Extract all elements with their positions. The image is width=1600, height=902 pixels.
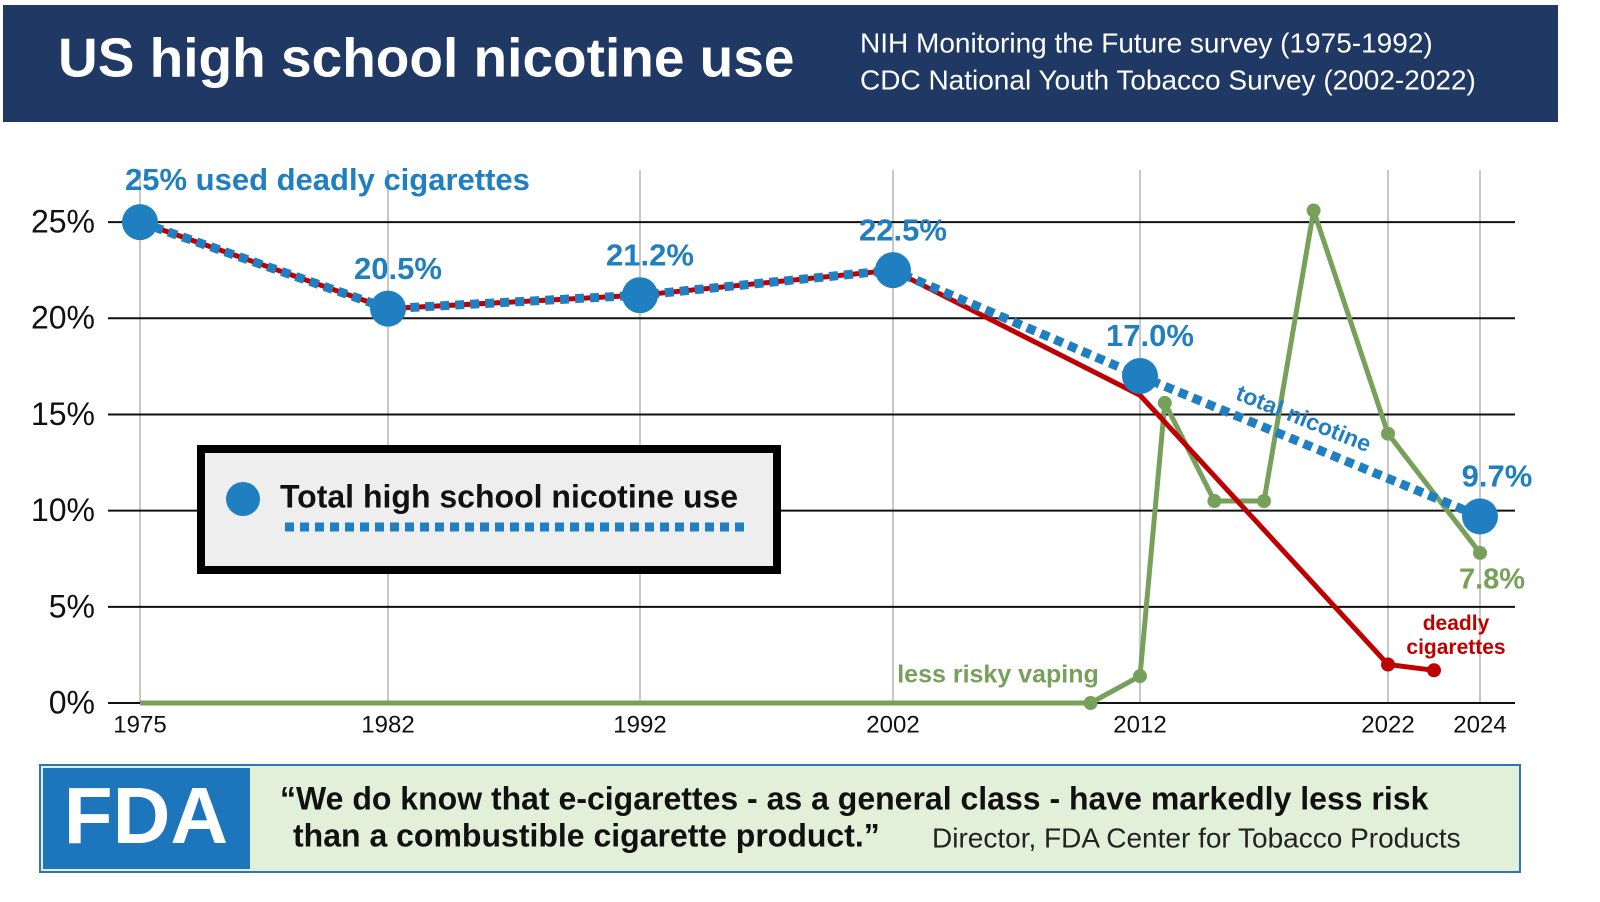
- legend-box: [197, 445, 781, 574]
- point: [1157, 395, 1172, 410]
- fda-logo: [43, 768, 250, 869]
- series-line: [138, 217, 1482, 521]
- x-tick-label: 2024: [1453, 711, 1506, 738]
- point: [1083, 696, 1098, 710]
- point: [1207, 494, 1222, 509]
- y-tick-label: 15%: [31, 396, 95, 432]
- point: [1381, 426, 1395, 441]
- x-tick-label: 1982: [361, 711, 414, 738]
- series-label: deadly cigarettes: [1406, 612, 1506, 659]
- y-tick-label: 5%: [49, 588, 95, 624]
- point: [1381, 657, 1395, 672]
- x-tick-label: 1992: [613, 711, 666, 738]
- fda-logo-text: FDA: [64, 771, 228, 860]
- point: [1427, 663, 1441, 678]
- point: [1306, 203, 1321, 218]
- subtitle: CDC National Youth Tobacco Survey (2002-…: [860, 64, 1476, 95]
- x-tick-label: 2002: [866, 711, 919, 738]
- legend-label: Total high school nicotine use: [280, 478, 738, 514]
- quote: than a combustible cigarette product.”: [293, 817, 880, 853]
- point: [622, 277, 658, 314]
- data-label: 20.5%: [354, 251, 442, 286]
- quote-box: [39, 764, 1521, 873]
- quote: “We do know that e-cigarettes - as a gen…: [280, 780, 1429, 816]
- data-label: 9.7%: [1462, 459, 1533, 494]
- data-label: 17.0%: [1106, 318, 1194, 353]
- point: [875, 252, 911, 289]
- header-band: [3, 5, 1558, 122]
- subtitle: NIH Monitoring the Future survey (1975-1…: [860, 27, 1433, 58]
- data-label: 7.8%: [1459, 564, 1525, 596]
- annotation: 25% used deadly cigarettes: [125, 162, 530, 197]
- data-label: 21.2%: [606, 237, 694, 272]
- y-tick-label: 20%: [31, 300, 95, 336]
- point: [1122, 357, 1158, 394]
- chart-title: US high school nicotine use: [58, 27, 794, 89]
- y-tick-label: 25%: [31, 204, 95, 240]
- point: [1257, 494, 1271, 509]
- data-label: 22.5%: [859, 212, 947, 247]
- x-tick-label: 2012: [1113, 711, 1166, 738]
- point: [1462, 498, 1498, 535]
- point: [1133, 669, 1147, 684]
- series-label: less risky vaping: [897, 661, 1099, 689]
- legend-marker: [226, 482, 260, 516]
- point: [122, 204, 158, 241]
- x-tick-label: 2022: [1361, 711, 1414, 738]
- y-tick-label: 10%: [31, 492, 95, 528]
- point: [1473, 545, 1487, 560]
- x-tick-label: 1975: [113, 711, 166, 738]
- attribution: Director, FDA Center for Tobacco Product…: [932, 822, 1461, 853]
- point: [370, 290, 406, 327]
- y-tick-label: 0%: [49, 684, 95, 720]
